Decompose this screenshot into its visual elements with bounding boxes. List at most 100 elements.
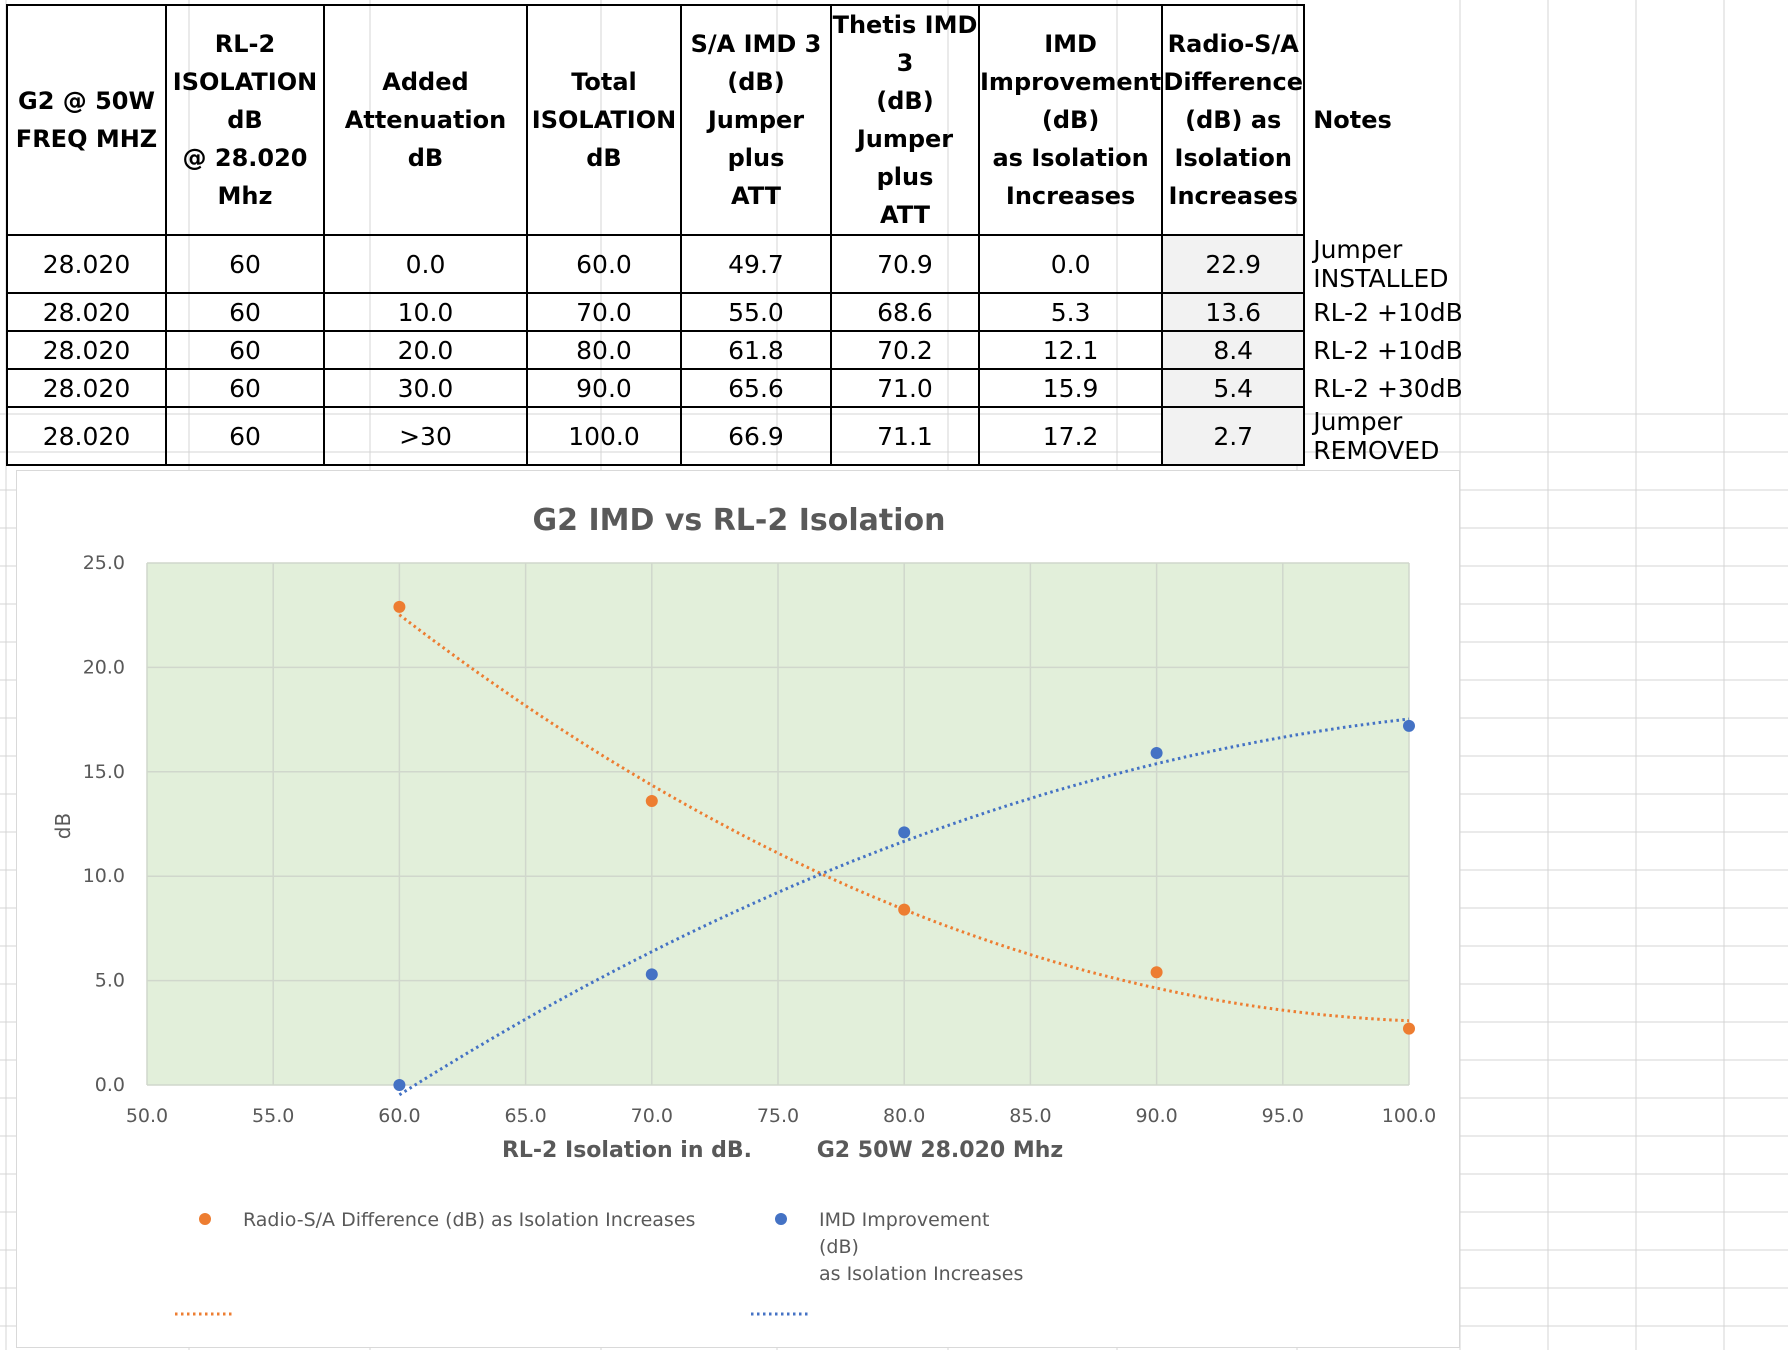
x-tick-label: 85.0 — [1009, 1105, 1051, 1127]
x-tick-label: 50.0 — [126, 1105, 168, 1127]
header-cell[interactable]: Total ISOLATION dB — [526, 4, 682, 236]
table-cell[interactable]: 22.9 — [1161, 234, 1306, 294]
series-1-trendline — [398, 717, 1410, 1097]
header-cell[interactable]: Added Attenuation dB — [323, 4, 528, 236]
series-1-point[interactable] — [898, 826, 911, 839]
notes-cell[interactable]: Jumper REMOVED — [1313, 407, 1440, 465]
table-cell[interactable]: 55.0 — [680, 292, 832, 332]
series-1-point[interactable] — [1150, 747, 1163, 760]
header-cell[interactable]: S/A IMD 3 (dB) Jumper plus ATT — [680, 4, 832, 236]
series-1-point[interactable] — [393, 1079, 406, 1091]
series-1-point[interactable] — [645, 968, 658, 981]
table-cell[interactable]: 5.3 — [977, 292, 1164, 332]
table-cell[interactable]: 71.0 — [830, 368, 980, 408]
y-tick-label: 15.0 — [83, 761, 125, 783]
series-0-point[interactable] — [1403, 1022, 1415, 1035]
header-cell[interactable]: G2 @ 50W FREQ MHZ — [6, 4, 167, 236]
y-tick-label: 20.0 — [83, 656, 125, 678]
table-cell[interactable]: 13.6 — [1161, 292, 1306, 332]
header-cell[interactable]: RL-2 ISOLATION dB @ 28.020 Mhz — [165, 4, 325, 236]
series-0-trendline — [398, 613, 1410, 1023]
x-tick-label: 90.0 — [1135, 1105, 1177, 1127]
x-tick-label: 95.0 — [1262, 1105, 1304, 1127]
table-cell[interactable]: 17.2 — [977, 406, 1164, 466]
table-cell[interactable]: 70.2 — [830, 330, 980, 370]
y-axis-label: dB — [51, 813, 75, 839]
legend-marker — [775, 1213, 787, 1225]
y-tick-label: 5.0 — [95, 970, 125, 992]
x-tick-label: 60.0 — [378, 1105, 420, 1127]
table-cell[interactable]: >30 — [323, 406, 528, 466]
header-cell[interactable]: Thetis IMD 3 (dB) Jumper plus ATT — [830, 4, 980, 236]
chart-title: G2 IMD vs RL-2 Isolation — [533, 503, 946, 538]
table-cell[interactable]: 90.0 — [526, 368, 682, 408]
table-cell[interactable]: 70.9 — [830, 234, 980, 294]
table-cell[interactable]: 2.7 — [1161, 406, 1306, 466]
table-cell[interactable]: 49.7 — [680, 234, 832, 294]
table-cell[interactable]: 70.0 — [526, 292, 682, 332]
table-cell[interactable]: 60 — [165, 292, 325, 332]
table-cell[interactable]: 0.0 — [977, 234, 1164, 294]
x-tick-label: 75.0 — [757, 1105, 799, 1127]
table-row: 28.020 60 >30 100.0 66.9 71.1 17.2 2.7 Jumper RE… — [6, 406, 1504, 466]
x-axis-label: RL-2 Isolation in dB. — [502, 1138, 752, 1163]
y-tick-label: 25.0 — [83, 552, 125, 574]
notes-cell[interactable]: RL-2 +30dB — [1313, 373, 1463, 403]
notes-cell[interactable]: Jumper INSTALLED — [1313, 235, 1449, 293]
table-cell[interactable]: 71.1 — [830, 406, 980, 466]
table-cell[interactable]: 60 — [165, 330, 325, 370]
legend-marker — [199, 1213, 211, 1225]
series-1-point[interactable] — [1403, 719, 1415, 732]
table-cell[interactable]: 60 — [165, 368, 325, 408]
table-cell[interactable]: 5.4 — [1161, 368, 1306, 408]
series-0-point[interactable] — [898, 903, 911, 916]
table-cell[interactable]: 28.020 — [6, 330, 167, 370]
table-cell[interactable]: 0.0 — [323, 234, 528, 294]
table-cell[interactable]: 60 — [165, 234, 325, 294]
table-cell[interactable]: 8.4 — [1161, 330, 1306, 370]
table-cell[interactable]: 68.6 — [830, 292, 980, 332]
table-row: 28.020 60 10.0 70.0 55.0 68.6 5.3 13.6 RL-2 +10d… — [6, 292, 1504, 332]
table-cell[interactable]: 30.0 — [323, 368, 528, 408]
table-cell[interactable]: 80.0 — [526, 330, 682, 370]
chart-panel[interactable]: G2 IMD vs RL-2 Isolation 50.0 55.0 60.0 65.0… — [16, 470, 1460, 1348]
chart: G2 IMD vs RL-2 Isolation 50.0 55.0 60.0 65.0… — [51, 503, 1436, 1316]
series-0-point[interactable] — [645, 795, 658, 808]
header-cell[interactable]: IMD Improvement (dB) as Isolation Increa… — [977, 4, 1164, 236]
table-cell[interactable]: 60.0 — [526, 234, 682, 294]
table-cell[interactable]: 12.1 — [977, 330, 1164, 370]
legend-label: IMD Improvement (dB) as Isolation Increase… — [819, 1209, 1023, 1285]
table-cell[interactable]: 66.9 — [680, 406, 832, 466]
table-cell[interactable]: 61.8 — [680, 330, 832, 370]
y-tick-label: 10.0 — [83, 865, 125, 887]
x-axis-label-2: G2 50W 28.020 Mhz — [817, 1138, 1063, 1163]
table-cell[interactable]: 28.020 — [6, 368, 167, 408]
x-tick-label: 65.0 — [504, 1105, 546, 1127]
table-cell[interactable]: 28.020 — [6, 406, 167, 466]
table-cell[interactable]: 28.020 — [6, 292, 167, 332]
table-cell[interactable]: 20.0 — [323, 330, 528, 370]
x-tick-label: 100.0 — [1382, 1105, 1436, 1127]
y-tick-label: 0.0 — [95, 1074, 125, 1096]
notes-cell[interactable]: RL-2 +10dB — [1313, 335, 1463, 365]
x-tick-label: 80.0 — [883, 1105, 925, 1127]
legend-label: Radio-S/A Difference (dB) as Isolation I… — [243, 1209, 695, 1231]
x-tick-label: 70.0 — [631, 1105, 673, 1127]
table-cell[interactable]: 15.9 — [977, 368, 1164, 408]
table-cell[interactable]: 65.6 — [680, 368, 832, 408]
series-0-point[interactable] — [393, 600, 406, 613]
data-table: G2 @ 50W FREQ MHZ RL-2 ISOLATION dB @ 28.… — [6, 4, 1505, 506]
header-cell[interactable]: Notes — [1313, 106, 1392, 134]
table-row: 28.020 60 30.0 90.0 65.6 71.0 15.9 5.4 RL-2 +30d… — [6, 368, 1504, 408]
notes-cell[interactable]: RL-2 +10dB — [1313, 297, 1463, 327]
table-cell[interactable]: 100.0 — [526, 406, 682, 466]
table-cell[interactable]: 10.0 — [323, 292, 528, 332]
table-cell[interactable]: 28.020 — [6, 234, 167, 294]
x-tick-label: 55.0 — [252, 1105, 294, 1127]
series-0-point[interactable] — [1150, 966, 1163, 979]
table-row: 28.020 60 0.0 60.0 49.7 70.9 0.0 22.9 Jumper INS… — [6, 234, 1504, 294]
header-cell[interactable]: Radio-S/A Difference (dB) as Isolation I… — [1161, 4, 1306, 236]
table-cell[interactable]: 60 — [165, 406, 325, 466]
table-row: 28.020 60 20.0 80.0 61.8 70.2 12.1 8.4 RL-2 +10d… — [6, 330, 1504, 370]
header-row: G2 @ 50W FREQ MHZ RL-2 ISOLATION dB @ 28.… — [6, 4, 1504, 236]
